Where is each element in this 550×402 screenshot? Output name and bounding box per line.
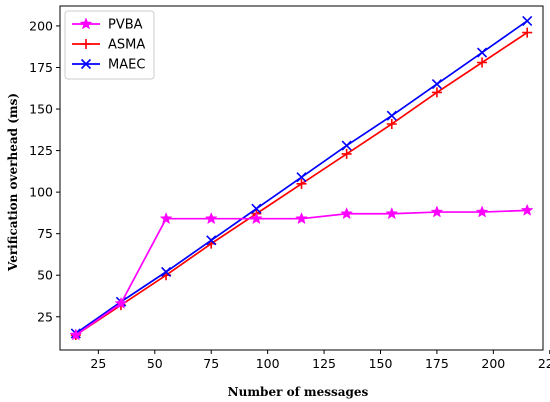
maec-point xyxy=(431,79,442,90)
maec-point xyxy=(296,172,307,183)
pvba-point xyxy=(160,212,173,224)
asma-point xyxy=(522,27,533,38)
legend: PVBA ASMA MAEC xyxy=(64,10,155,80)
asma-point xyxy=(431,87,442,98)
pvba-point xyxy=(430,205,443,218)
x-axis-ticks: 25 50 75 100 125 150 175 200 225 xyxy=(90,350,550,371)
x-axis-label: Number of messages xyxy=(228,385,369,399)
x-tick-label: 75 xyxy=(203,356,219,371)
maec-point xyxy=(522,15,533,27)
x-tick-label: 175 xyxy=(425,356,449,371)
y-tick-label: 100 xyxy=(29,185,53,200)
pvba-line xyxy=(75,209,528,336)
legend-label: PVBA xyxy=(108,18,143,33)
x-tick-label: 150 xyxy=(369,356,393,371)
pvba-point xyxy=(385,207,398,219)
maec-point xyxy=(251,203,262,214)
legend-item-pvba: PVBA xyxy=(72,18,143,33)
pvba-point xyxy=(205,212,218,224)
y-tick-label: 125 xyxy=(29,143,53,158)
legend-item-asma: ASMA xyxy=(72,38,145,53)
pvba-point xyxy=(69,328,82,341)
legend-item-maec: MAEC xyxy=(72,58,145,73)
maec-point xyxy=(161,266,172,277)
y-tick-label: 50 xyxy=(37,268,53,283)
maec-point xyxy=(476,47,488,58)
y-axis-ticks: 25 50 75 100 125 150 175 200 xyxy=(29,18,60,324)
y-tick-label: 150 xyxy=(29,102,53,117)
maec-point xyxy=(386,110,397,121)
x-tick-label: 50 xyxy=(147,356,163,371)
pvba-point xyxy=(114,297,127,309)
legend-label: ASMA xyxy=(108,38,145,53)
pvba-point xyxy=(476,205,489,218)
pvba-point xyxy=(340,207,353,219)
y-tick-label: 200 xyxy=(29,18,53,33)
x-tick-label: 225 xyxy=(538,356,550,371)
series-pvba xyxy=(69,204,534,341)
y-tick-label: 25 xyxy=(37,309,53,324)
pvba-point xyxy=(250,212,263,224)
maec-point xyxy=(206,235,217,246)
y-axis-label: Verification overhead (ms) xyxy=(6,93,20,272)
plot-marks xyxy=(69,15,534,341)
asma-point xyxy=(386,118,397,129)
pvba-point xyxy=(521,204,534,216)
y-tick-label: 75 xyxy=(37,226,53,241)
x-tick-label: 100 xyxy=(256,356,280,371)
pvba-point xyxy=(295,212,308,224)
x-tick-label: 200 xyxy=(481,356,505,371)
asma-point xyxy=(296,178,307,189)
asma-point xyxy=(341,148,352,159)
legend-marker xyxy=(80,17,92,30)
x-tick-label: 125 xyxy=(312,356,336,371)
legend-marker xyxy=(80,58,92,70)
maec-point xyxy=(341,140,352,151)
asma-point xyxy=(477,57,488,68)
x-tick-label: 25 xyxy=(90,356,106,371)
y-tick-label: 175 xyxy=(29,60,53,75)
legend-label: MAEC xyxy=(108,58,145,73)
legend-marker xyxy=(81,39,91,49)
plot-frame xyxy=(59,5,544,351)
